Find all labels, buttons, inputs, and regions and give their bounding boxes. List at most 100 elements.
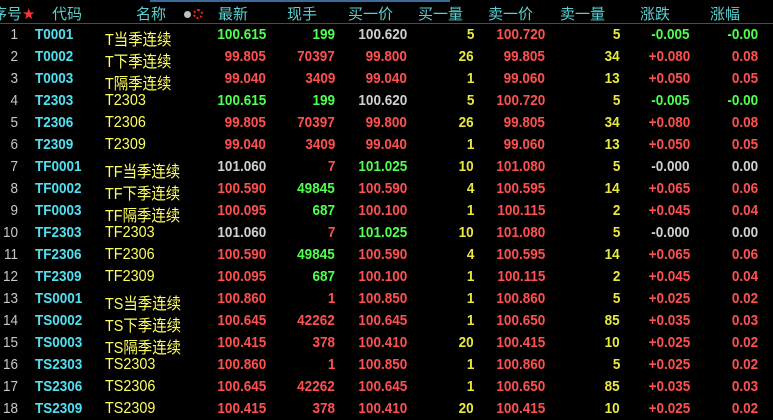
bid-qty: 1 [466,378,474,395]
table-row[interactable]: 15 TS0003 TS隔季连续 100.415 378 100.410 20 100.415… [0,332,773,357]
table-row[interactable]: 5 T2306 T2306 99.805 70397 99.800 26 99.805 34 +0… [0,112,773,134]
bid-qty: 10 [458,158,474,175]
ask-price: 100.115 [496,202,545,219]
ask-price: 100.860 [496,290,545,307]
contract-name: T2306 [105,114,146,131]
ask-qty: 5 [612,290,620,307]
contract-name: TF2306 [105,246,155,263]
change: +0.035 [648,378,690,395]
row-index: 17 [2,378,19,395]
contract-name: TF2309 [105,268,155,285]
header-last[interactable]: 最新 [218,6,249,23]
header-index[interactable]: 序号★ [0,3,35,24]
table-row[interactable]: 18 TS2309 TS2309 100.415 378 100.410 20 100.415… [0,398,773,420]
table-row[interactable]: 10 TF2303 TF2303 101.060 7 101.025 10 101.080 5 -… [0,222,773,244]
star-icon[interactable]: ★ [22,6,36,23]
ask-qty: 34 [604,48,620,65]
header-name[interactable]: 名称 [136,6,167,23]
gear-icon[interactable] [193,9,203,20]
ask-price: 100.595 [496,246,545,263]
contract-name: TS隔季连续 [105,340,182,357]
change-pct: 0.06 [731,180,758,197]
header-index-label: 序号 [0,6,23,23]
contract-name: TF当季连续 [105,164,181,181]
table-row[interactable]: 7 TF0001 TF当季连续 101.060 7 101.025 10 101.080 5 -0… [0,156,773,181]
table-row[interactable]: 8 TF0002 TF下季连续 100.590 49845 100.590 4 100.595… [0,178,773,203]
last-price: 99.805 [224,114,266,131]
last-price: 100.645 [217,378,266,395]
change-pct: 0.05 [731,70,758,87]
last-price: 100.860 [217,356,266,373]
change: +0.045 [648,268,690,285]
table-row[interactable]: 14 TS0002 TS下季连续 100.645 42262 100.645 1 100.65… [0,310,773,335]
last-price: 100.095 [217,202,266,219]
contract-name: T隔季连续 [105,76,172,93]
table-row[interactable]: 17 TS2306 TS2306 100.645 42262 100.645 1 100.65… [0,376,773,398]
header-bid[interactable]: 买一价 [348,6,394,23]
table-row[interactable]: 11 TF2306 TF2306 100.590 49845 100.590 4 100.59… [0,244,773,266]
bid-price: 100.645 [358,312,407,329]
change: +0.045 [648,202,690,219]
contract-code: T2309 [35,136,74,153]
contract-code: TF2303 [35,224,82,241]
bid-price: 100.620 [358,92,407,109]
contract-code: TF2309 [35,268,82,285]
header-change-pct[interactable]: 涨幅 [710,6,741,23]
bid-price: 99.800 [365,114,407,131]
header-code[interactable]: 代码 [52,6,83,23]
ask-qty: 10 [604,400,620,417]
row-index: 5 [10,114,18,131]
table-row[interactable]: 2 T0002 T下季连续 99.805 70397 99.800 26 99.805 34 +0… [0,46,773,71]
table-row[interactable]: 12 TF2309 TF2309 100.095 687 100.100 1 100.115 2… [0,266,773,288]
last-volume: 687 [312,268,335,285]
table-row[interactable]: 4 T2303 T2303 100.615 199 100.620 5 100.720 5 -0.… [0,90,773,112]
last-price: 100.415 [217,334,266,351]
contract-code: TS0003 [35,334,83,351]
change: +0.025 [648,356,690,373]
ask-price: 101.080 [496,224,545,241]
bid-price: 100.410 [358,334,407,351]
dot-icon[interactable] [184,10,191,18]
change-pct: 0.04 [731,268,758,285]
ask-qty: 85 [604,312,620,329]
change-pct: 0.02 [731,356,758,373]
bid-price: 100.620 [358,26,407,43]
last-volume: 42262 [297,312,335,329]
change: -0.005 [651,26,690,43]
last-price: 100.615 [217,26,266,43]
ask-qty: 85 [604,378,620,395]
contract-code: TS2303 [35,356,83,373]
table-row[interactable]: 6 T2309 T2309 99.040 3409 99.040 1 99.060 13 +0.0… [0,134,773,156]
header-volume[interactable]: 现手 [287,6,318,23]
last-price: 100.095 [217,268,266,285]
ask-price: 99.060 [503,70,545,87]
table-row[interactable]: 1 T0001 T当季连续 100.615 199 100.620 5 100.720 5 -0.… [0,24,773,49]
table-row[interactable]: 16 TS2303 TS2303 100.860 1 100.850 1 100.860 5 +0… [0,354,773,376]
last-price: 100.860 [217,290,266,307]
bid-price: 100.590 [358,246,407,263]
table-row[interactable]: 3 T0003 T隔季连续 99.040 3409 99.040 1 99.060 13 +0.0… [0,68,773,93]
last-volume: 42262 [297,378,335,395]
last-volume: 199 [312,92,335,109]
last-volume: 3409 [304,136,335,153]
contract-name: TS下季连续 [105,318,182,335]
header-ask-qty[interactable]: 卖一量 [560,6,606,23]
bid-qty: 5 [466,26,474,43]
ask-price: 99.805 [503,48,545,65]
header-ask[interactable]: 卖一价 [488,6,534,23]
bid-price: 100.645 [358,378,407,395]
change: +0.065 [648,246,690,263]
table-row[interactable]: 13 TS0001 TS当季连续 100.860 1 100.850 1 100.860 5 +0… [0,288,773,313]
header-change[interactable]: 涨跌 [640,6,671,23]
row-index: 11 [3,246,18,263]
table-row[interactable]: 9 TF0003 TF隔季连续 100.095 687 100.100 1 100.115 2 +… [0,200,773,225]
header-bid-qty[interactable]: 买一量 [418,6,464,23]
change: +0.050 [648,136,690,153]
bid-price: 100.590 [358,180,407,197]
change-pct: 0.03 [731,312,758,329]
bid-qty: 26 [458,48,474,65]
row-index: 9 [10,202,18,219]
ask-price: 100.415 [496,334,545,351]
contract-code: TS0001 [35,290,83,307]
ask-qty: 5 [612,356,620,373]
